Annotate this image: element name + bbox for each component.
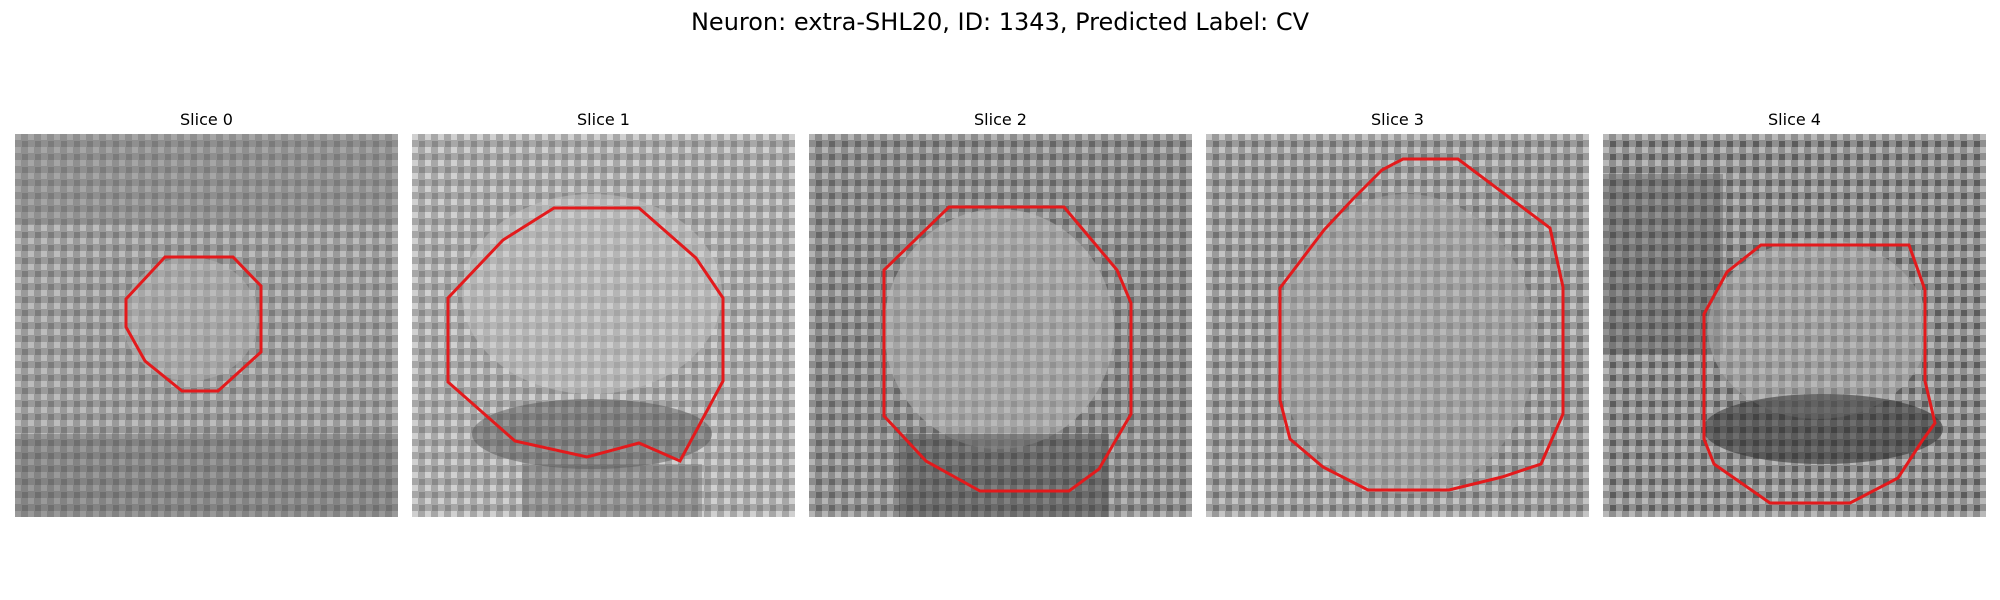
slice-title-0: Slice 0 — [180, 110, 233, 129]
slice-contour-4 — [1702, 243, 1937, 505]
slice-panel-1: Slice 1 — [412, 108, 795, 517]
slice-image-3 — [1206, 134, 1589, 517]
slice-image-4 — [1603, 134, 1986, 517]
slice-panel-0: Slice 0 — [15, 108, 398, 517]
slice-contour-0 — [124, 255, 263, 393]
slice-image-0 — [15, 134, 398, 517]
slice-panel-2: Slice 2 — [809, 108, 1192, 517]
slice-panel-3: Slice 3 — [1206, 108, 1589, 517]
slice-image-2 — [809, 134, 1192, 517]
figure-title: Neuron: extra-SHL20, ID: 1343, Predicted… — [690, 8, 1310, 36]
slice-title-2: Slice 2 — [974, 110, 1027, 129]
slice-contour-1 — [446, 206, 725, 463]
slice-contour-2 — [882, 205, 1133, 493]
slice-title-1: Slice 1 — [577, 110, 630, 129]
slice-title-4: Slice 4 — [1768, 110, 1821, 129]
slice-panel-4: Slice 4 — [1603, 108, 1986, 517]
slice-image-1 — [412, 134, 795, 517]
slice-contour-3 — [1278, 157, 1565, 492]
slice-title-3: Slice 3 — [1371, 110, 1424, 129]
